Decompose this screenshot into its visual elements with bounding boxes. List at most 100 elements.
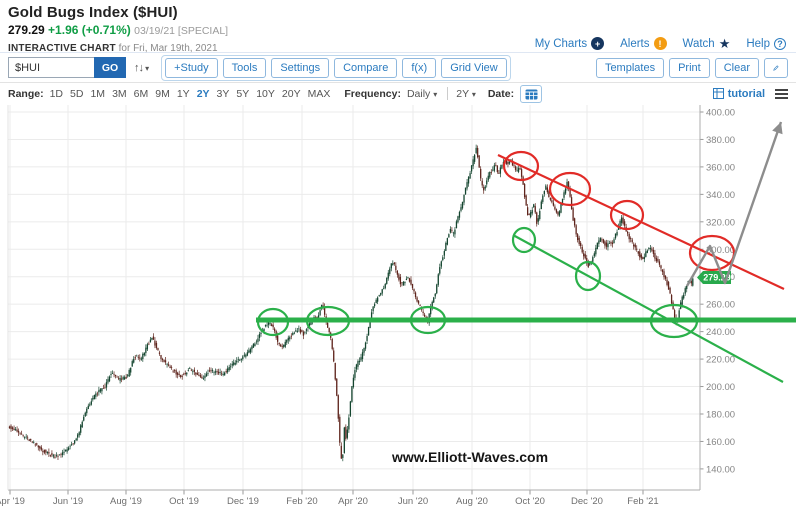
- range-1d[interactable]: 1D: [49, 87, 64, 100]
- chart-area: Apr '19 Jun '19 Aug '19 Oct '19 Dec '19 Feb '…: [0, 104, 796, 513]
- candlestick-series: [8, 144, 694, 462]
- hamburger-icon[interactable]: [775, 88, 788, 99]
- date-label: Date:: [487, 87, 515, 100]
- templates-button[interactable]: Templates: [595, 57, 665, 78]
- range-10y[interactable]: 10Y: [256, 87, 275, 100]
- symbol-entry: GO: [8, 57, 126, 78]
- y-axis-label: 400.00: [706, 108, 735, 119]
- y-axis-label: 240.00: [706, 327, 735, 338]
- clear-button[interactable]: Clear: [714, 57, 759, 78]
- y-axis-label: 220.00: [706, 355, 735, 366]
- x-axis-label: Apr '20: [338, 496, 368, 507]
- range-label: Range:: [8, 87, 44, 100]
- green-circle-annotation[interactable]: [409, 305, 447, 335]
- green-circle-annotation[interactable]: [511, 226, 537, 254]
- settings-button[interactable]: Settings: [271, 57, 330, 78]
- projection-arrow-head: [772, 122, 783, 135]
- green-circle-annotation[interactable]: [574, 260, 602, 292]
- page-title: Gold Bugs Index ($HUI): [8, 4, 178, 21]
- last-price-tag-label: 279.29: [703, 273, 731, 283]
- y-axis-label: 340.00: [706, 190, 735, 201]
- range-9m[interactable]: 9M: [155, 87, 170, 100]
- range-2y[interactable]: 2Y: [196, 87, 210, 100]
- star-icon: ★: [718, 36, 731, 51]
- watch-link[interactable]: Watch ★: [682, 36, 731, 51]
- range-5y[interactable]: 5Y: [236, 87, 250, 100]
- chart-toolbar: GO ↑↓ ▾ +StudyToolsSettingsComparef(x)Gr…: [0, 53, 796, 83]
- x-axis-label: Aug '19: [110, 496, 142, 507]
- range-1m[interactable]: 1M: [90, 87, 106, 100]
- x-axis-label: Dec '20: [571, 496, 603, 507]
- alert-circle-icon: !: [653, 37, 667, 50]
- x-axis-label: Jun '19: [53, 496, 83, 507]
- y-axis-label: 200.00: [706, 382, 735, 393]
- x-axis-label: Feb '20: [286, 496, 317, 507]
- y-axis-label: 140.00: [706, 464, 735, 475]
- watermark: www.Elliott-Waves.com: [391, 449, 548, 465]
- account-links: My Charts + Alerts! Watch ★ Help?: [535, 37, 786, 50]
- x-axis-label: Feb '21: [627, 496, 658, 507]
- green-circle-annotation[interactable]: [649, 303, 699, 339]
- pencil-icon[interactable]: [764, 57, 788, 78]
- green-circle-annotation[interactable]: [305, 305, 351, 337]
- projection-arrow[interactable]: [685, 121, 783, 287]
- x-grid: Apr '19 Jun '19 Aug '19 Oct '19 Dec '19 Feb '…: [0, 105, 659, 507]
- quote-date: 03/19/21 [SPECIAL]: [134, 25, 229, 37]
- go-button[interactable]: GO: [94, 57, 126, 78]
- help-link[interactable]: Help?: [746, 37, 786, 50]
- range-bar: Range: 1D 5D 1M 3M 6M 9M 1Y 2Y 3Y 5Y 10Y 20Y MAX Fre…: [0, 83, 796, 104]
- print-button[interactable]: Print: [669, 57, 710, 78]
- red-circle-annotation[interactable]: [609, 199, 645, 231]
- y-grid: 400.00380.00360.00340.00320.00300.00280.…: [8, 108, 735, 475]
- chart-mode-label: INTERACTIVE CHART for Fri, Mar 19th, 202…: [8, 43, 218, 54]
- red-circle-annotation[interactable]: [688, 234, 736, 272]
- range-6m[interactable]: 6M: [133, 87, 149, 100]
- compare-button[interactable]: Compare: [334, 57, 398, 78]
- -study-button[interactable]: +Study: [165, 57, 218, 78]
- y-axis-label: 180.00: [706, 409, 735, 420]
- frequency-dropdown[interactable]: Daily ▾: [406, 87, 438, 100]
- header: Gold Bugs Index ($HUI) 279.29 +1.96 (+0.…: [0, 0, 796, 54]
- green-trendline[interactable]: [512, 234, 784, 383]
- green-circle-annotation[interactable]: [256, 307, 290, 337]
- frequency-label: Frequency:: [344, 87, 401, 100]
- x-axis-label: Oct '20: [515, 496, 545, 507]
- symbol-input[interactable]: [8, 57, 94, 78]
- grid-view-button[interactable]: Grid View: [441, 57, 507, 78]
- last-price: 279.29: [8, 23, 45, 37]
- calendar-icon[interactable]: [520, 84, 543, 103]
- f-x--button[interactable]: f(x): [402, 57, 437, 78]
- y-axis-label: 360.00: [706, 162, 735, 173]
- y-axis-label: 260.00: [706, 300, 735, 311]
- y-axis-label: 380.00: [706, 135, 735, 146]
- price-chart-svg[interactable]: Apr '19 Jun '19 Aug '19 Oct '19 Dec '19 Feb '…: [0, 104, 796, 513]
- x-axis-label: Dec '19: [227, 496, 259, 507]
- x-axis-label: Aug '20: [456, 496, 488, 507]
- symbol-options-dropdown[interactable]: ↑↓ ▾: [134, 61, 150, 74]
- red-circle-annotation[interactable]: [502, 150, 540, 182]
- question-circle-icon: ?: [774, 37, 786, 50]
- range-3m[interactable]: 3M: [112, 87, 127, 100]
- y-axis-label: 160.00: [706, 437, 735, 448]
- tutorial-link[interactable]: tutorial: [712, 88, 765, 100]
- my-charts-link[interactable]: My Charts +: [535, 37, 605, 50]
- tools-button[interactable]: Tools: [222, 57, 267, 78]
- period-dropdown[interactable]: 2Y ▾: [456, 87, 476, 100]
- y-axis-label: 320.00: [706, 217, 735, 228]
- range-options: 1D 5D 1M 3M 6M 9M 1Y 2Y 3Y 5Y 10Y 20Y MAX: [50, 88, 331, 100]
- range-max[interactable]: MAX: [307, 87, 331, 100]
- chart-background: [0, 104, 796, 513]
- action-button-group: Templates Print Clear: [595, 57, 788, 78]
- range-5d[interactable]: 5D: [70, 87, 84, 100]
- range-1y[interactable]: 1Y: [176, 87, 190, 100]
- study-button-group: +Study Tools Settings Compare f(x) Grid View: [161, 54, 511, 81]
- red-circle-annotation[interactable]: [548, 171, 592, 207]
- alerts-link[interactable]: Alerts!: [620, 37, 667, 50]
- grid-window-icon: [712, 88, 724, 99]
- plus-circle-icon: +: [591, 37, 605, 50]
- y-axis-label: 300.00: [706, 245, 735, 256]
- range-20y[interactable]: 20Y: [281, 87, 301, 100]
- x-axis-label: Jun '20: [398, 496, 428, 507]
- range-3y[interactable]: 3Y: [216, 87, 230, 100]
